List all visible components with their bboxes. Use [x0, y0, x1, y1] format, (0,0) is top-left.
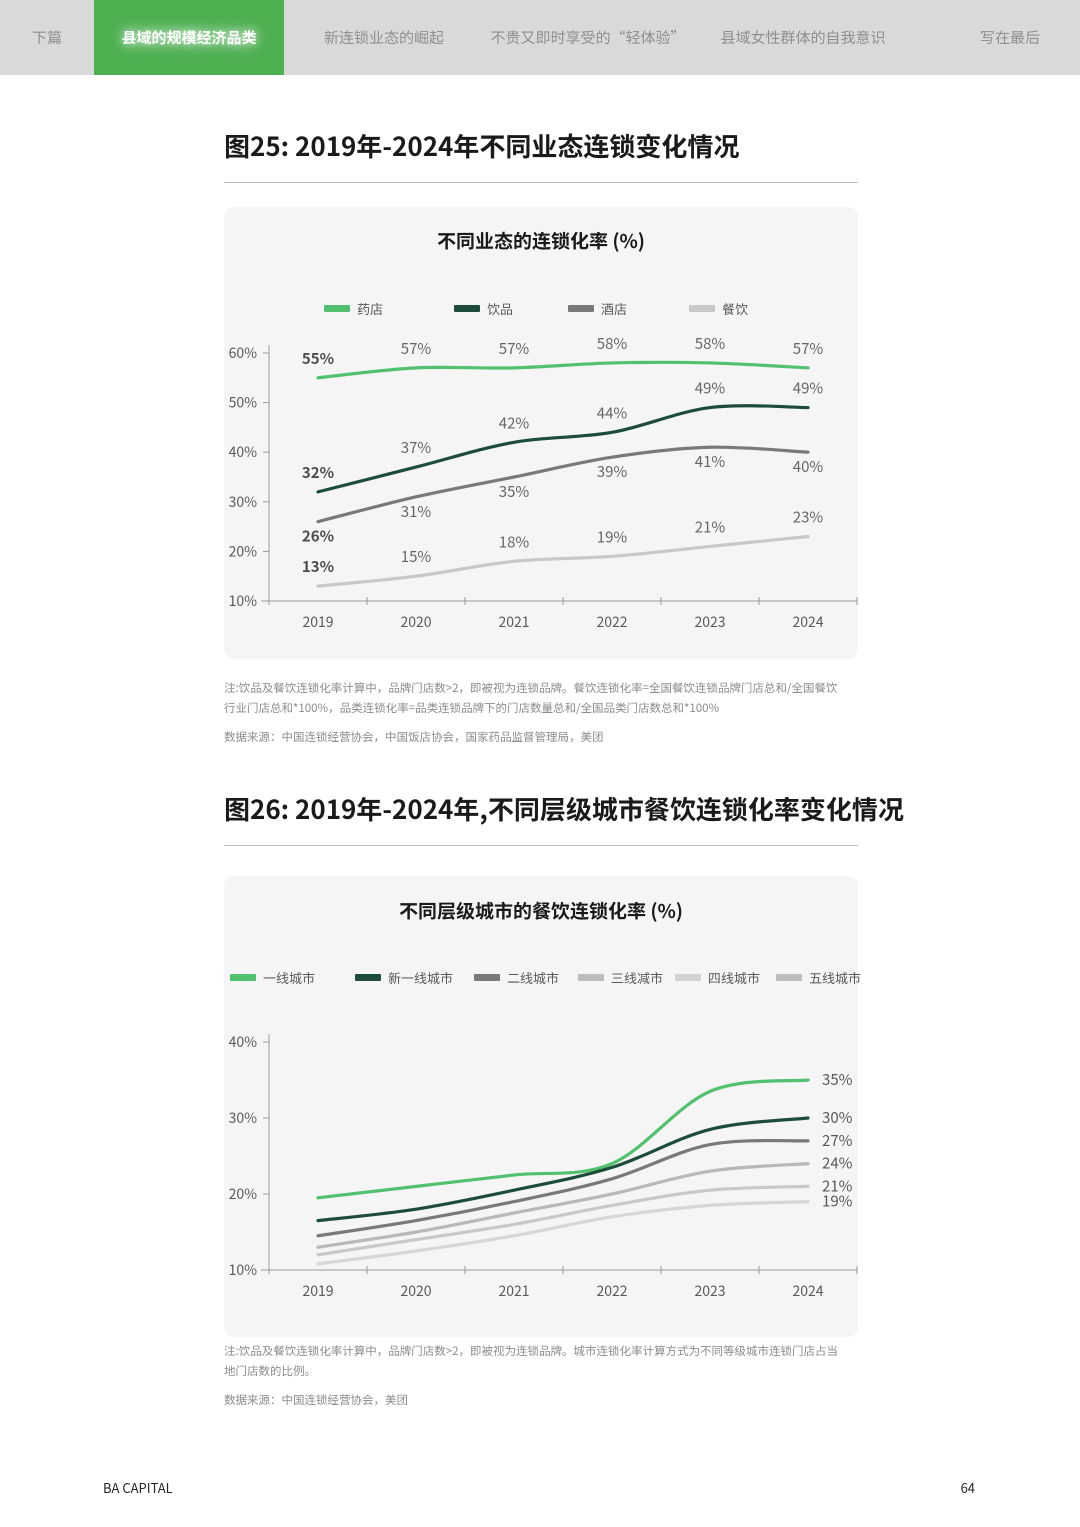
svg-text:39%: 39%	[597, 461, 628, 482]
svg-text:31%: 31%	[401, 501, 432, 522]
svg-text:21%: 21%	[695, 516, 726, 537]
svg-text:19%: 19%	[597, 526, 628, 547]
svg-text:42%: 42%	[499, 412, 530, 433]
svg-text:57%: 57%	[793, 338, 824, 359]
svg-text:2019: 2019	[302, 612, 333, 632]
svg-text:20%: 20%	[229, 1184, 258, 1204]
svg-text:60%: 60%	[229, 343, 258, 363]
svg-text:23%: 23%	[793, 507, 824, 528]
svg-text:24%: 24%	[822, 1153, 853, 1174]
svg-text:57%: 57%	[499, 338, 530, 359]
svg-text:35%: 35%	[822, 1069, 853, 1090]
svg-text:26%: 26%	[302, 526, 334, 547]
svg-text:30%: 30%	[229, 1108, 258, 1128]
svg-text:35%: 35%	[499, 481, 530, 502]
svg-text:19%: 19%	[822, 1191, 853, 1212]
svg-text:49%: 49%	[793, 378, 824, 399]
svg-text:20%: 20%	[229, 541, 258, 561]
svg-text:44%: 44%	[597, 402, 628, 423]
svg-text:18%: 18%	[499, 531, 530, 552]
svg-text:10%: 10%	[229, 591, 258, 611]
svg-text:10%: 10%	[229, 1260, 258, 1280]
svg-text:2019: 2019	[302, 1281, 333, 1301]
svg-text:40%: 40%	[229, 442, 258, 462]
svg-text:30%: 30%	[229, 492, 258, 512]
svg-text:32%: 32%	[302, 462, 334, 483]
svg-text:27%: 27%	[822, 1130, 853, 1151]
svg-text:37%: 37%	[401, 437, 432, 458]
svg-text:2024: 2024	[792, 612, 823, 632]
svg-text:41%: 41%	[695, 451, 726, 472]
svg-text:49%: 49%	[695, 378, 726, 399]
svg-text:57%: 57%	[401, 338, 432, 359]
svg-text:40%: 40%	[793, 456, 824, 477]
svg-text:2020: 2020	[400, 1281, 431, 1301]
svg-text:2021: 2021	[498, 612, 529, 632]
svg-text:58%: 58%	[695, 333, 726, 354]
svg-text:2020: 2020	[400, 612, 431, 632]
svg-text:2023: 2023	[694, 612, 725, 632]
svg-text:50%: 50%	[229, 393, 258, 413]
svg-text:2022: 2022	[596, 1281, 627, 1301]
svg-text:2022: 2022	[596, 612, 627, 632]
svg-text:2023: 2023	[694, 1281, 725, 1301]
svg-text:30%: 30%	[822, 1107, 853, 1128]
svg-text:58%: 58%	[597, 333, 628, 354]
svg-text:2024: 2024	[792, 1281, 823, 1301]
svg-text:13%: 13%	[302, 556, 334, 577]
svg-text:40%: 40%	[229, 1032, 258, 1052]
svg-text:55%: 55%	[302, 348, 334, 369]
svg-text:2021: 2021	[498, 1281, 529, 1301]
svg-text:15%: 15%	[401, 546, 432, 567]
